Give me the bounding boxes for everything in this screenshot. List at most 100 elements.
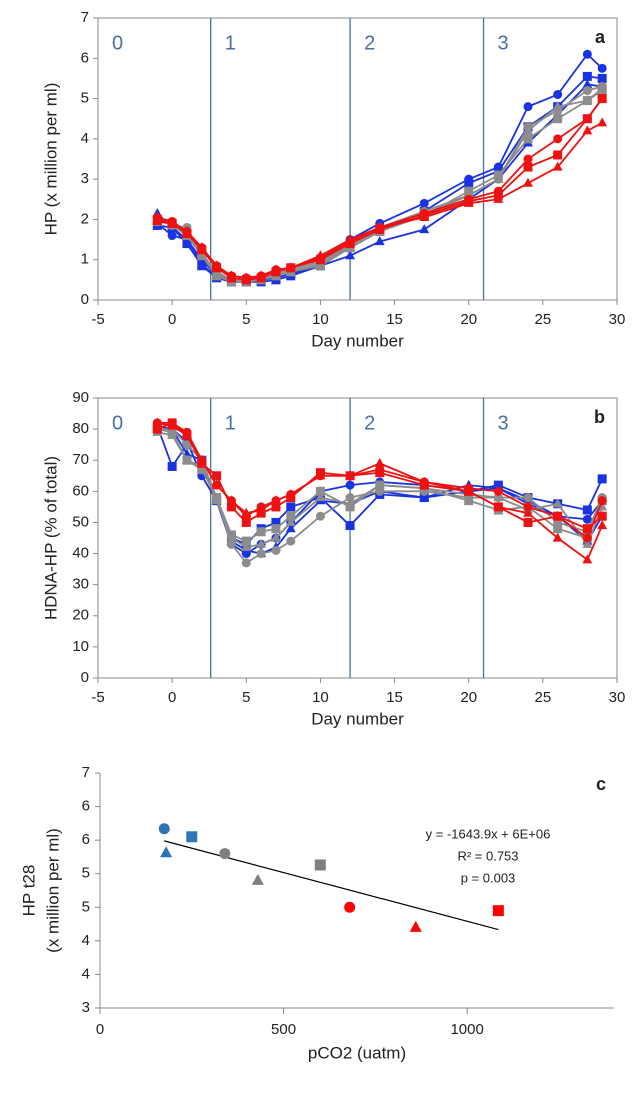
- marker: [464, 178, 474, 188]
- y-tick-label: 40: [72, 545, 89, 562]
- panel-label: a: [595, 27, 606, 47]
- marker: [582, 95, 593, 105]
- marker: [582, 554, 593, 564]
- marker: [285, 262, 296, 272]
- y-tick-label: 50: [72, 513, 89, 530]
- marker: [182, 429, 192, 439]
- y-tick-label: 6: [82, 831, 90, 848]
- marker: [182, 440, 192, 450]
- y-tick-label: 4: [82, 965, 90, 982]
- marker: [315, 486, 325, 496]
- annotation: p = 0.003: [461, 870, 516, 885]
- marker: [211, 479, 222, 489]
- x-tick-label: 500: [271, 1021, 296, 1038]
- y-tick-label: 7: [82, 764, 90, 781]
- marker: [196, 258, 207, 268]
- series-line: [157, 422, 603, 562]
- x-tick-label: 0: [168, 689, 176, 706]
- marker: [167, 218, 178, 228]
- marker: [597, 474, 607, 484]
- marker: [226, 539, 236, 549]
- marker: [582, 125, 593, 135]
- marker: [186, 831, 198, 843]
- marker: [315, 255, 325, 265]
- x-tick-label: 0: [168, 311, 176, 328]
- y-tick-label: 2: [81, 210, 89, 227]
- marker: [374, 457, 385, 467]
- phase-label: 1: [225, 32, 236, 54]
- x-tick-label: 10: [312, 311, 329, 328]
- marker: [271, 524, 281, 534]
- series-line: [156, 52, 603, 281]
- x-tick-label: -5: [91, 311, 104, 328]
- marker: [152, 417, 163, 427]
- marker: [270, 495, 281, 505]
- y-tick-label: 10: [72, 638, 89, 655]
- phase-label: 2: [364, 412, 375, 434]
- y-tick-label: 3: [82, 999, 90, 1016]
- x-tick-label: 20: [460, 311, 477, 328]
- marker: [464, 496, 474, 506]
- marker: [597, 73, 607, 83]
- x-tick-label: 20: [460, 689, 477, 706]
- y-tick-label: 1: [81, 251, 89, 268]
- marker: [419, 492, 430, 502]
- marker: [597, 85, 608, 95]
- marker: [553, 134, 563, 144]
- phase-label: 0: [112, 32, 123, 54]
- marker: [582, 49, 592, 59]
- marker: [285, 489, 296, 499]
- marker: [270, 532, 281, 542]
- marker: [286, 536, 296, 546]
- y-tick-label: 0: [81, 291, 89, 308]
- marker: [582, 505, 592, 515]
- marker: [409, 920, 422, 932]
- marker: [256, 549, 266, 559]
- marker: [314, 859, 326, 871]
- x-tick-label: 25: [535, 689, 552, 706]
- series-line: [157, 87, 603, 283]
- marker: [523, 517, 533, 527]
- marker: [582, 79, 593, 89]
- marker: [419, 224, 430, 234]
- y-tick-label: 0: [81, 669, 89, 686]
- marker: [345, 234, 356, 244]
- marker: [553, 90, 563, 100]
- marker: [493, 492, 504, 502]
- marker: [158, 823, 170, 835]
- marker: [374, 222, 385, 232]
- marker: [345, 493, 355, 503]
- marker: [374, 479, 385, 489]
- x-tick-label: -5: [91, 689, 104, 706]
- marker: [182, 454, 192, 464]
- marker: [285, 523, 296, 533]
- marker: [493, 501, 504, 511]
- marker: [493, 173, 504, 183]
- y-tick-label: 6: [82, 798, 90, 815]
- marker: [241, 517, 251, 527]
- marker: [597, 63, 607, 73]
- x-tick-label: 30: [609, 311, 626, 328]
- marker: [167, 420, 178, 430]
- marker: [582, 71, 592, 81]
- marker: [552, 161, 563, 171]
- series-line: [157, 431, 604, 549]
- y-tick-label: 4: [82, 932, 90, 949]
- marker: [152, 216, 163, 226]
- marker: [523, 507, 533, 517]
- series-line: [157, 425, 603, 555]
- marker: [167, 461, 177, 471]
- marker: [182, 239, 192, 249]
- marker: [374, 236, 385, 246]
- panel-label: c: [596, 774, 606, 794]
- marker: [315, 492, 326, 502]
- marker: [219, 848, 231, 860]
- marker: [582, 524, 592, 534]
- marker: [271, 517, 281, 527]
- marker: [419, 476, 430, 486]
- y-tick-label: 30: [72, 576, 89, 593]
- marker: [226, 495, 237, 505]
- marker: [315, 470, 326, 480]
- marker: [523, 102, 533, 112]
